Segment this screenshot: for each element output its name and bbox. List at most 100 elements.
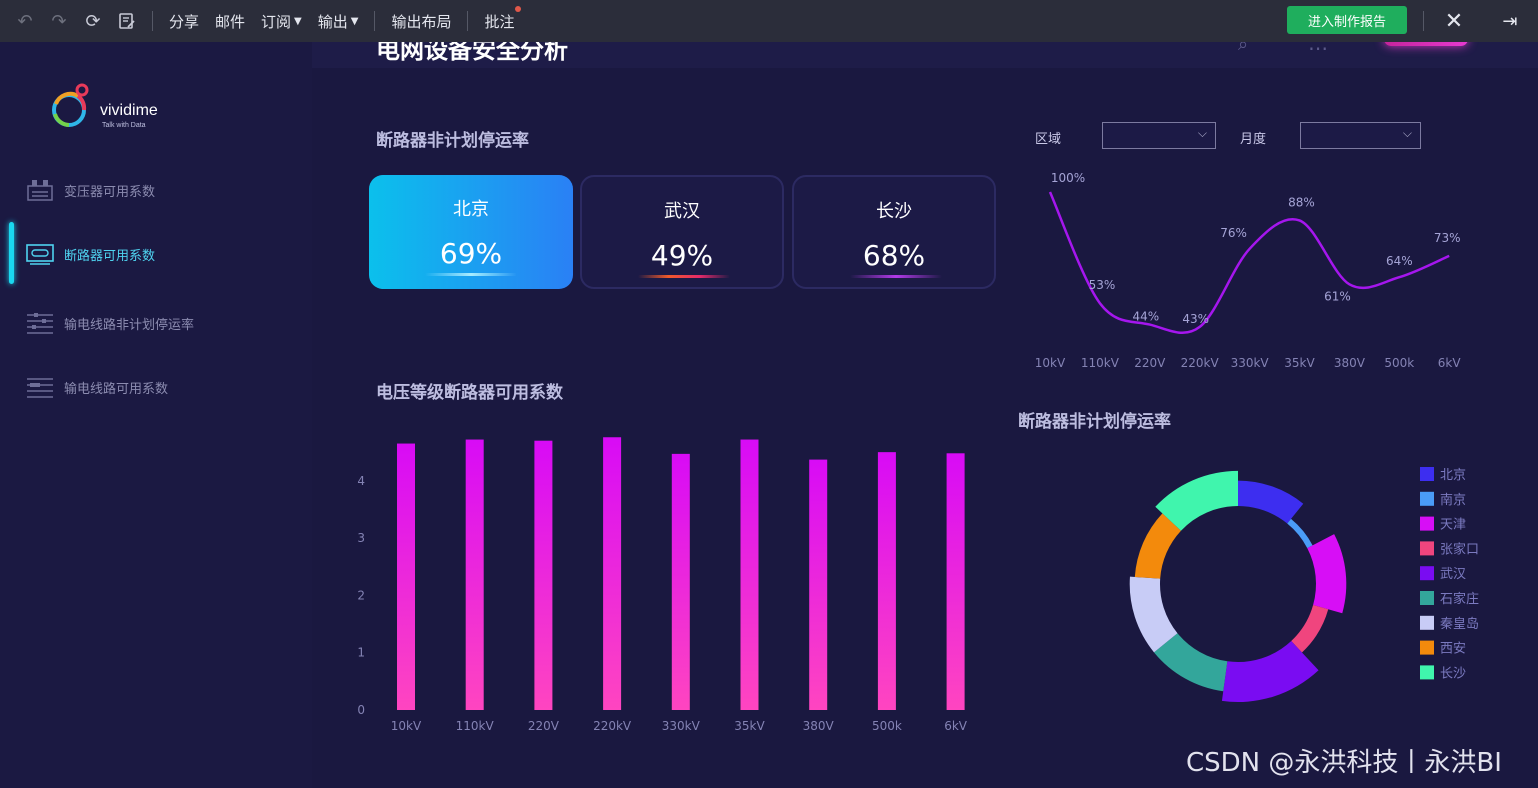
close-icon[interactable]: ✕ xyxy=(1444,8,1464,34)
bar-x-tick: 6kV xyxy=(944,719,968,733)
kpi-card-beijing[interactable]: 北京 69% xyxy=(369,175,573,289)
bar-x-tick: 380V xyxy=(803,719,835,733)
legend-label: 西安 xyxy=(1440,642,1466,657)
exit-icon[interactable]: ⇥ xyxy=(1502,10,1518,32)
dashboard-main: 断路器非计划停运率 北京 69% 武汉 49% 长沙 68% 区域 ⌵ 月度 ⌵… xyxy=(312,68,1538,788)
notification-dot xyxy=(514,6,521,12)
sidebar-item-breaker[interactable]: 断路器可用系数 xyxy=(0,222,312,284)
sidebar-item-transformer[interactable]: 变压器可用系数 xyxy=(0,170,312,210)
annotate-menu[interactable]: 批注 xyxy=(476,0,522,42)
share-menu[interactable]: 分享 xyxy=(169,12,200,31)
kpi-city: 长沙 xyxy=(876,201,912,222)
edit-doc-icon[interactable] xyxy=(110,0,144,42)
breaker-icon xyxy=(26,242,56,266)
active-indicator xyxy=(9,222,14,284)
donut-slice[interactable] xyxy=(1134,513,1181,579)
legend-label: 石家庄 xyxy=(1440,591,1479,607)
line-point-label: 44% xyxy=(1132,310,1159,324)
logo-name: vividime xyxy=(100,102,158,119)
line-point-label: 73% xyxy=(1434,231,1461,245)
donut-slice[interactable] xyxy=(1221,641,1319,702)
export-menu[interactable]: 输出 ▼ xyxy=(317,12,359,31)
bar-x-tick: 10kV xyxy=(391,719,422,733)
export-layout-menu[interactable]: 输出布局 xyxy=(391,12,452,31)
bar[interactable] xyxy=(671,453,690,710)
legend-swatch xyxy=(1420,640,1434,655)
bar[interactable] xyxy=(397,443,415,710)
search-icon[interactable]: ⌕ xyxy=(1238,42,1249,55)
subscribe-menu[interactable]: 订阅 ▼ xyxy=(261,12,302,31)
logo-mark-icon xyxy=(52,83,89,127)
bar[interactable] xyxy=(946,453,965,710)
line-point-label: 64% xyxy=(1386,254,1413,268)
redo-icon[interactable]: ↷ xyxy=(51,10,67,32)
line-point-label: 76% xyxy=(1220,226,1247,240)
legend-swatch xyxy=(1420,665,1434,680)
month-filter-label: 月度 xyxy=(1240,132,1267,147)
sidebar-item-line-availability[interactable]: 输电线路可用系数 xyxy=(0,367,312,407)
bar[interactable] xyxy=(740,439,759,710)
donut-slice[interactable] xyxy=(1307,534,1347,614)
mail-menu[interactable]: 邮件 xyxy=(215,12,246,31)
kpi-card-changsha[interactable]: 长沙 68% xyxy=(792,175,996,289)
line-chart: 100% 53% 44% 43% 76% 88% 61% 64% 73% 10kV 110kV 220… xyxy=(1035,171,1462,370)
toolbar-divider xyxy=(152,11,153,31)
chevron-down-icon: ⌵ xyxy=(1402,126,1412,140)
bar[interactable] xyxy=(877,452,896,710)
sidebar-item-line-outage[interactable]: 输电线路非计划停运率 xyxy=(0,303,312,343)
more-icon[interactable]: ⋯ xyxy=(1308,42,1329,60)
line-x-tick: 220V xyxy=(1134,356,1166,370)
kpi-city: 武汉 xyxy=(664,201,700,222)
undo-icon[interactable]: ↶ xyxy=(17,10,33,32)
line-x-tick: 6kV xyxy=(1438,356,1462,370)
sidebar-item-label: 变压器可用系数 xyxy=(64,184,156,200)
line-point-label: 61% xyxy=(1324,289,1351,303)
kpi-city: 北京 xyxy=(453,199,489,220)
transformer-icon xyxy=(26,178,56,202)
donut-slice[interactable] xyxy=(1154,633,1228,692)
line-point-label: 88% xyxy=(1288,195,1315,209)
legend-label: 北京 xyxy=(1440,468,1466,483)
bar-y-tick: 1 xyxy=(357,646,365,660)
kpi-section-title: 断路器非计划停运率 xyxy=(376,131,529,151)
region-select[interactable]: ⌵ xyxy=(1102,122,1216,149)
kpi-value: 49% xyxy=(650,239,714,272)
donut-slice[interactable] xyxy=(1238,480,1304,524)
bar-y-tick: 4 xyxy=(357,474,365,488)
donut-slice[interactable] xyxy=(1287,518,1313,549)
kpi-underline xyxy=(425,273,517,276)
bar[interactable] xyxy=(534,440,553,710)
region-filter-label: 区域 xyxy=(1035,132,1062,147)
line-x-tick: 380V xyxy=(1334,356,1366,370)
legend-label: 天津 xyxy=(1440,518,1466,533)
header-action-button[interactable] xyxy=(1384,42,1468,46)
kpi-underline xyxy=(850,275,942,278)
logo-tagline: Talk with Data xyxy=(102,122,146,129)
refresh-icon[interactable]: ⟳ xyxy=(85,10,101,32)
legend-label: 秦皇岛 xyxy=(1440,616,1479,632)
legend-label: 南京 xyxy=(1440,492,1466,508)
kpi-card-wuhan[interactable]: 武汉 49% xyxy=(580,175,784,289)
bar[interactable] xyxy=(809,459,828,710)
bar[interactable] xyxy=(603,437,622,710)
sidebar-item-label: 输电线路非计划停运率 xyxy=(64,317,195,333)
sidebar: vividime Talk with Data 变压器可用系数 断路器可用系数 … xyxy=(0,42,312,788)
donut-slice[interactable] xyxy=(1291,605,1329,653)
enter-report-button[interactable]: 进入制作报告 xyxy=(1287,6,1407,34)
legend-swatch xyxy=(1420,591,1434,605)
donut-slice[interactable] xyxy=(1129,576,1178,653)
legend-swatch xyxy=(1420,467,1434,481)
bar-x-tick: 220kV xyxy=(593,719,632,733)
line-point-label: 100% xyxy=(1051,171,1085,185)
legend-swatch xyxy=(1420,541,1434,556)
logo: vividime Talk with Data xyxy=(48,82,198,134)
legend-label: 张家口 xyxy=(1440,541,1479,557)
bar-x-tick: 330kV xyxy=(662,719,701,733)
line-availability-icon xyxy=(26,375,56,399)
toolbar: ↶ ↷ ⟳ 分享 邮件 订阅 ▼ 输出 ▼ 输出布局 批注 进入制作报告 ✕ ⇥ xyxy=(0,0,1538,42)
bar[interactable] xyxy=(465,439,484,710)
month-select[interactable]: ⌵ xyxy=(1300,122,1421,149)
line-x-tick: 35kV xyxy=(1284,356,1315,370)
donut-slice[interactable] xyxy=(1155,470,1238,531)
